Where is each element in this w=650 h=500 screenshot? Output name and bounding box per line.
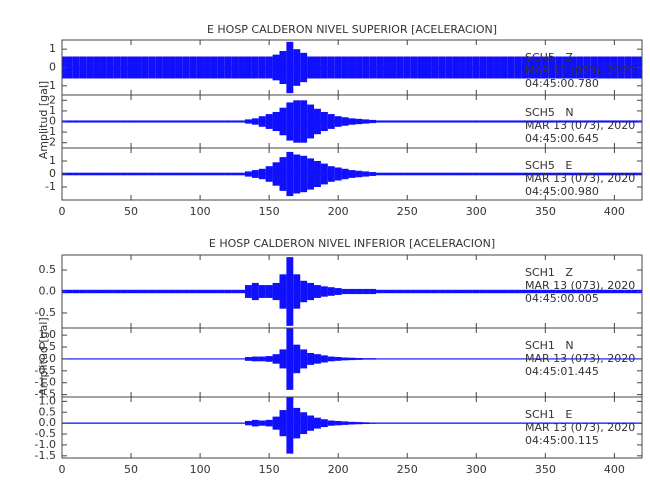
y-tick-label: 0.0	[39, 285, 57, 298]
y-tick-label: -0.5	[35, 427, 56, 440]
x-tick-label: 400	[604, 205, 625, 218]
trace-date: MAR 13 (073), 2020	[525, 64, 635, 77]
x-tick-label: 350	[535, 205, 556, 218]
trace	[62, 328, 642, 390]
x-tick-label: 250	[397, 205, 418, 218]
y-tick-label: 0.0	[39, 416, 57, 429]
x-tick-label: 300	[466, 205, 487, 218]
trace-time: 04:45:01.445	[525, 365, 599, 378]
amplitude-envelope	[286, 397, 294, 454]
trace	[62, 397, 642, 454]
x-tick-label: 300	[466, 463, 487, 476]
trace	[62, 100, 642, 143]
y-tick-label: 0.5	[39, 405, 57, 418]
trace-station: SCH1 Z	[525, 266, 573, 279]
y-tick-label: 0	[49, 61, 56, 74]
trace-time: 04:45:00.005	[525, 292, 599, 305]
trace-station: SCH5 E	[525, 159, 572, 172]
y-tick-label: 1.0	[39, 394, 57, 407]
trace	[62, 41, 642, 94]
y-tick-label: -1	[45, 180, 56, 193]
y-tick-label: 0.5	[39, 340, 57, 353]
y-tick-label: -1.0	[35, 438, 56, 451]
trace-time: 04:45:00.645	[525, 132, 599, 145]
y-tick-label: 0.0	[39, 352, 57, 365]
y-tick-label: -0.5	[35, 364, 56, 377]
y-tick-label: 1	[49, 154, 56, 167]
trace-date: MAR 13 (073), 2020	[525, 119, 635, 132]
y-tick-label: 1.0	[39, 328, 57, 341]
y-tick-label: 0	[49, 167, 56, 180]
x-tick-label: 100	[190, 205, 211, 218]
trace-station: SCH5 Z	[525, 51, 573, 64]
x-tick-label: 150	[259, 205, 280, 218]
trace	[62, 151, 642, 197]
y-tick-label: -2	[45, 136, 56, 149]
x-tick-label: 200	[328, 205, 349, 218]
y-tick-label: 1	[49, 42, 56, 55]
x-tick-label: 0	[59, 463, 66, 476]
trace-date: MAR 13 (073), 2020	[525, 421, 635, 434]
trace-station: SCH1 N	[525, 339, 574, 352]
x-tick-label: 100	[190, 463, 211, 476]
y-tick-label: -1.5	[35, 449, 56, 462]
plot-frame	[61, 396, 643, 459]
x-tick-label: 150	[259, 463, 280, 476]
y-tick-label: 2	[49, 93, 56, 106]
y-tick-label: 0	[49, 115, 56, 128]
trace	[62, 257, 642, 326]
trace-station: SCH5 N	[525, 106, 574, 119]
x-tick-label: 50	[124, 205, 138, 218]
panel-title: E HOSP CALDERON NIVEL SUPERIOR [ACELERAC…	[207, 23, 497, 36]
x-tick-label: 400	[604, 463, 625, 476]
trace-time: 04:45:00.115	[525, 434, 599, 447]
trace-date: MAR 13 (073), 2020	[525, 352, 635, 365]
x-tick-label: 350	[535, 463, 556, 476]
y-tick-label: -1.5	[35, 388, 56, 401]
panel-title: E HOSP CALDERON NIVEL INFERIOR [ACELERAC…	[209, 237, 495, 250]
y-tick-label: 0.5	[39, 263, 57, 276]
y-tick-label: -1.0	[35, 376, 56, 389]
trace-station: SCH1 E	[525, 408, 572, 421]
y-tick-label: -1	[45, 79, 56, 92]
y-tick-label: -1	[45, 125, 56, 138]
trace-date: MAR 13 (073), 2020	[525, 279, 635, 292]
trace-date: MAR 13 (073), 2020	[525, 172, 635, 185]
x-tick-label: 200	[328, 463, 349, 476]
y-tick-label: 1	[49, 104, 56, 117]
x-tick-label: 0	[59, 205, 66, 218]
y-tick-label: -0.5	[35, 306, 56, 319]
trace-time: 04:45:00.780	[525, 77, 599, 90]
y-axis-label: Amplitud [gal]	[37, 81, 50, 159]
x-tick-label: 250	[397, 463, 418, 476]
y-axis-label: Amplitud [gal]	[37, 317, 50, 395]
trace-time: 04:45:00.980	[525, 185, 599, 198]
x-tick-label: 50	[124, 463, 138, 476]
